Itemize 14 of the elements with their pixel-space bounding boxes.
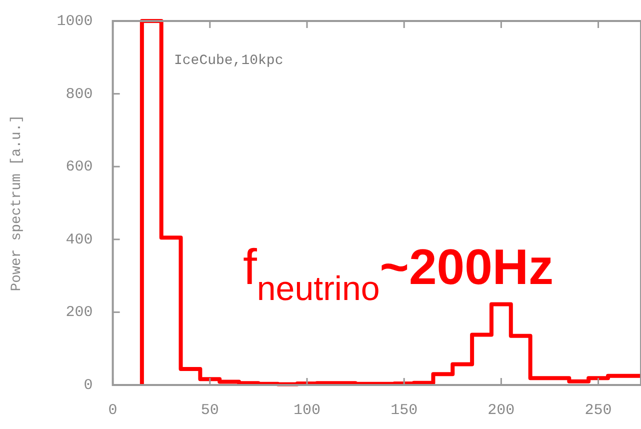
annotation: IceCube,10kpc: [174, 53, 284, 69]
y-axis-title: Power spectrum [a.u.]: [9, 114, 26, 292]
x-tick-label: 200: [488, 402, 515, 419]
x-tick-label: 250: [584, 402, 612, 419]
x-tick-label: 50: [200, 402, 219, 419]
y-tick-label: 600: [66, 158, 93, 176]
x-tick-label: 0: [108, 402, 118, 419]
y-tick-label: 800: [66, 86, 93, 103]
y-tick-label: 200: [66, 304, 93, 322]
x-tick-label: 150: [390, 402, 418, 419]
x-tick-label: 100: [293, 402, 321, 419]
y-tick-label: 1000: [56, 12, 93, 30]
y-tick-label: 0: [84, 376, 93, 394]
y-tick-label: 400: [66, 231, 93, 248]
